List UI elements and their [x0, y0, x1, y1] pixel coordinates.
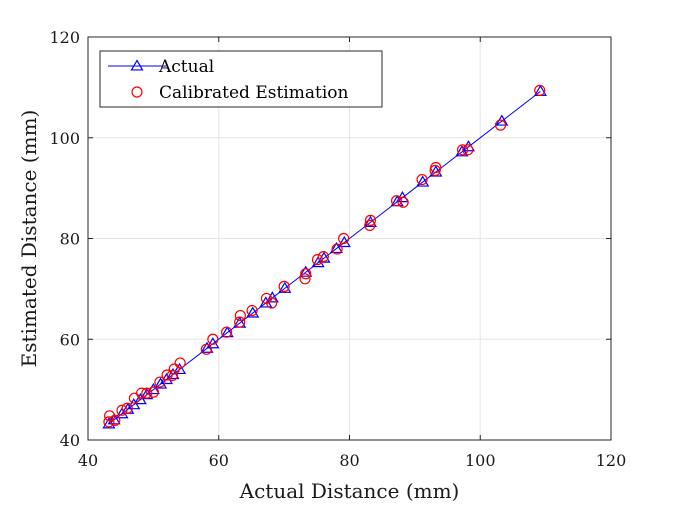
y-axis-label: Estimated Distance (mm)	[17, 110, 41, 368]
x-tick-label: 120	[596, 451, 627, 470]
plot-series	[102, 84, 547, 429]
actual-point	[299, 265, 313, 277]
calibrated-point	[161, 369, 173, 381]
legend-label-actual: Actual	[158, 57, 214, 77]
x-tick-label: 100	[465, 451, 496, 470]
calibrated-point	[300, 268, 312, 280]
legend-label-calibrated: Calibrated Estimation	[159, 83, 349, 103]
x-tick-label: 80	[339, 451, 359, 470]
calibrated-point	[430, 161, 442, 174]
legend-marker-actual	[130, 59, 144, 71]
calibrated-point	[116, 404, 128, 416]
calibrated-point	[364, 219, 376, 232]
calibrated-point	[266, 297, 278, 309]
calibrated-point	[311, 254, 324, 266]
legend-marker-calibrated	[131, 86, 143, 98]
calibrated-point	[416, 173, 428, 186]
actual-point	[146, 382, 160, 395]
x-tick-label: 40	[78, 451, 98, 470]
calibrated-point	[494, 119, 507, 131]
calibrated-point	[456, 144, 469, 156]
actual-point	[265, 291, 279, 303]
y-tick-label: 60	[60, 330, 80, 349]
calibrated-point	[364, 214, 377, 226]
actual-point	[329, 241, 343, 254]
actual-point	[246, 306, 260, 318]
y-tick-label: 80	[60, 230, 80, 249]
calibrated-point	[147, 386, 159, 398]
calibrated-point	[154, 376, 166, 388]
calibrated-point	[299, 273, 311, 285]
calibrated-point	[207, 333, 219, 345]
x-axis-label: Actual Distance (mm)	[239, 479, 460, 503]
calibrated-point	[121, 402, 133, 414]
calibrated-point	[246, 304, 258, 317]
calibrated-point	[174, 357, 186, 369]
calibrated-point	[338, 232, 350, 245]
calibrated-point	[534, 84, 546, 96]
calibrated-point	[166, 369, 178, 382]
calibrated-point	[234, 316, 246, 328]
axis-ticks: 40 60 80 100 120 40 60 80 100 120	[49, 28, 626, 470]
calibrated-point	[220, 326, 233, 338]
calibrated-point	[234, 309, 246, 322]
calibrated-point	[200, 343, 212, 355]
calibrated-point	[168, 363, 180, 375]
actual-point	[278, 281, 292, 293]
calibrated-point	[462, 144, 474, 156]
calibrated-point	[109, 414, 121, 426]
calibrated-point	[390, 195, 403, 207]
actual-point	[102, 417, 116, 429]
calibrated-point	[397, 196, 409, 208]
actual-point	[172, 362, 187, 375]
legend-box	[99, 50, 383, 108]
calibrated-point	[103, 416, 115, 428]
y-tick-label: 40	[60, 431, 80, 450]
calibrated-point	[317, 251, 329, 263]
actual-point	[416, 175, 430, 187]
y-tick-label: 120	[49, 28, 80, 47]
calibrated-point	[136, 387, 148, 399]
calibrated-point	[141, 387, 153, 399]
y-tick-label: 100	[49, 129, 80, 148]
legend: Actual Calibrated Estimation	[99, 50, 383, 108]
x-tick-label: 60	[209, 451, 229, 470]
calibrated-point	[278, 280, 290, 292]
calibrated-point	[331, 243, 343, 255]
